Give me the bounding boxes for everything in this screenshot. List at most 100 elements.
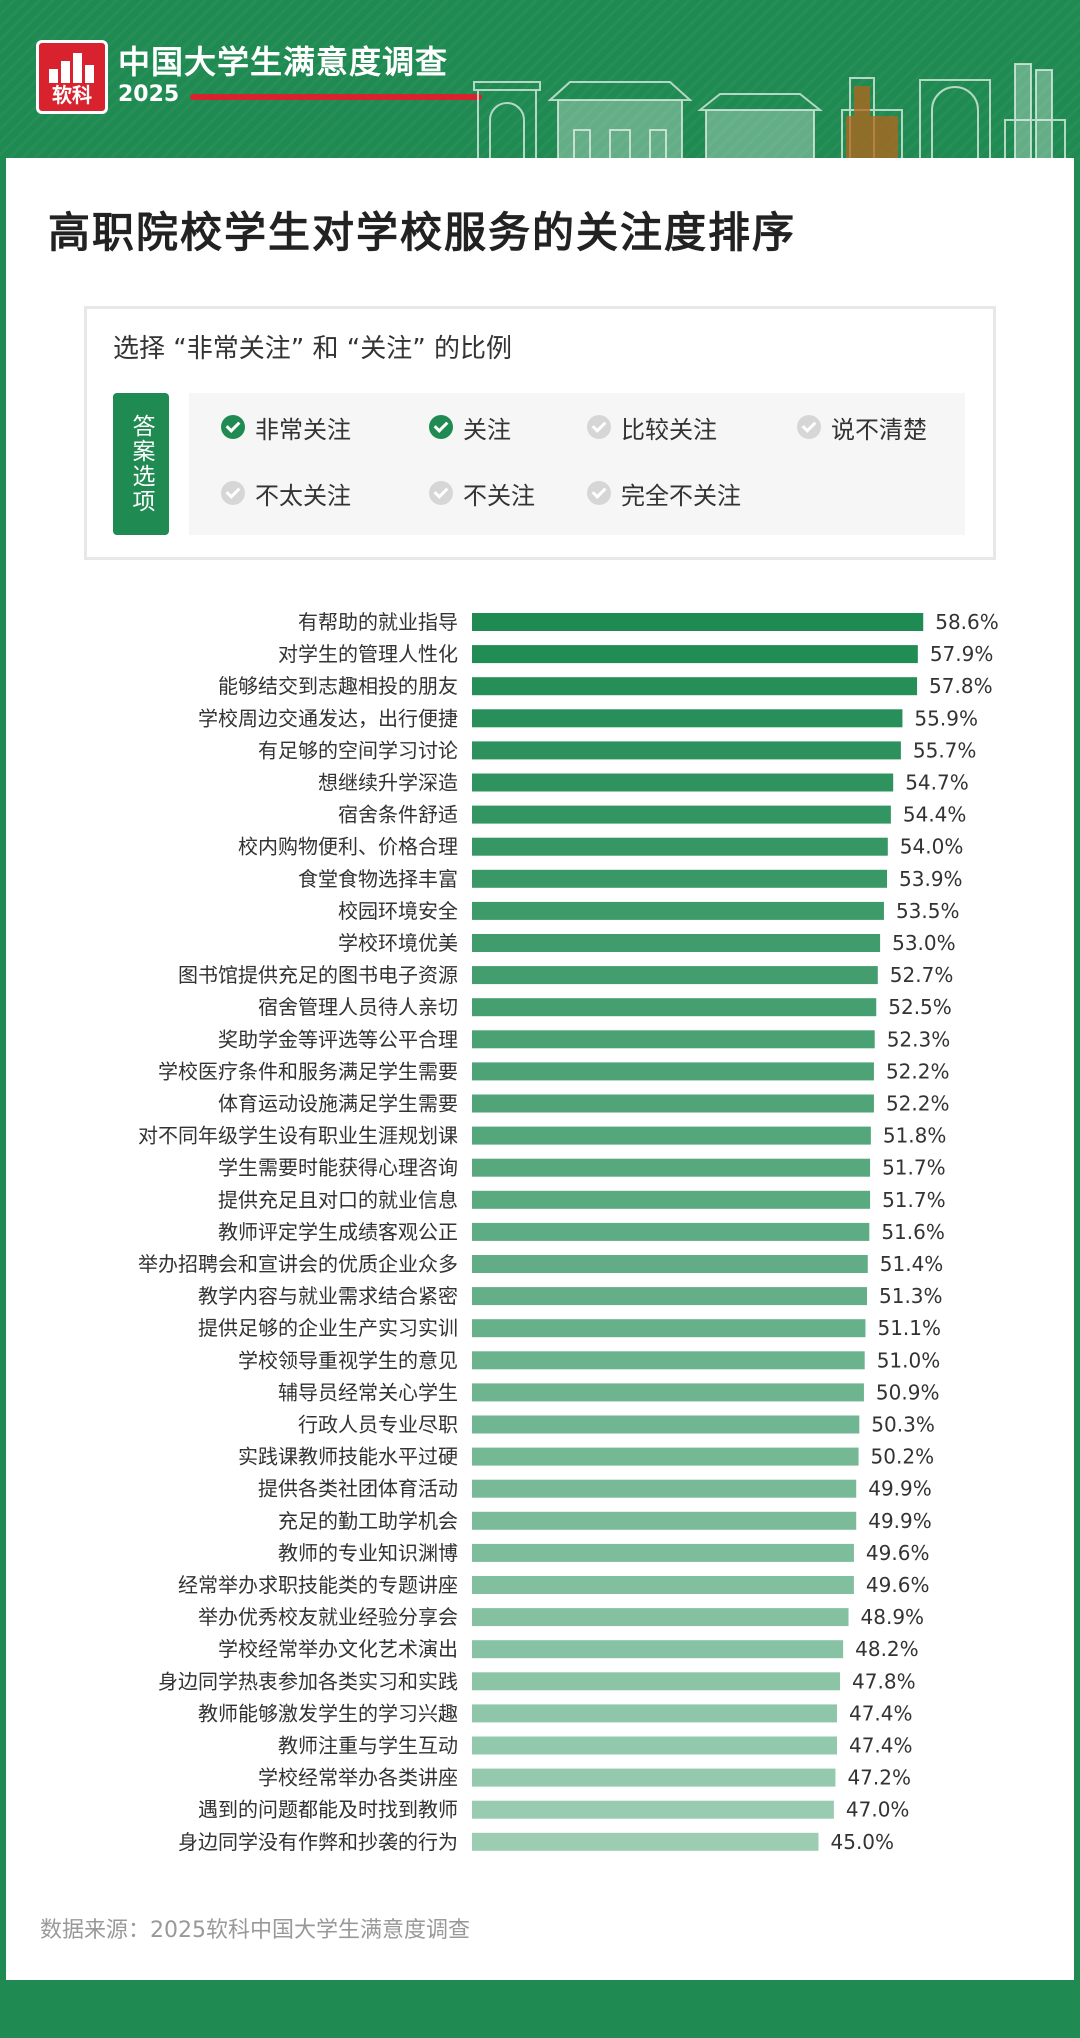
answer-options-panel: 非常关注 关注 比较关注 说不清楚 不太关注 不关注 完全不关注 (189, 393, 965, 535)
category-label: 教学内容与就业需求结合紧密 (198, 1284, 458, 1308)
category-label: 学生需要时能获得心理咨询 (218, 1156, 458, 1180)
category-label: 行政人员专业尽职 (298, 1413, 458, 1437)
category-label: 体育运动设施满足学生需要 (218, 1092, 458, 1116)
option-not-concerned: 不关注 (429, 475, 535, 511)
bar (472, 966, 878, 985)
content-card: 高职院校学生对学校服务的关注度排序 选择 “非常关注” 和 “关注” 的比例 答… (6, 158, 1074, 1980)
bar (472, 805, 891, 824)
value-label: 51.0% (877, 1348, 941, 1372)
bar (472, 1511, 857, 1530)
bar (472, 1319, 866, 1338)
category-label: 教师能够激发学生的学习兴趣 (198, 1701, 458, 1725)
value-label: 49.9% (868, 1477, 932, 1501)
category-label: 举办优秀校友就业经验分享会 (198, 1605, 458, 1629)
bar (472, 1030, 875, 1049)
bar (472, 1543, 854, 1562)
attention-bar-chart: 有帮助的就业指导 58.6% 对学生的管理人性化 57.9% 能够结交到志趣相投的朋友 5… (138, 610, 999, 1854)
legend-caption: 选择 “非常关注” 和 “关注” 的比例 (113, 334, 512, 364)
category-label: 食堂食物选择丰富 (298, 867, 458, 891)
bar (472, 1479, 857, 1498)
bar (472, 1255, 868, 1273)
value-label: 50.9% (876, 1380, 940, 1404)
value-label: 53.0% (892, 931, 956, 955)
category-label: 充足的勤工助学机会 (278, 1509, 458, 1533)
category-label: 教师注重与学生互动 (278, 1734, 458, 1758)
header-pattern (0, 0, 1080, 160)
value-label: 51.6% (881, 1220, 945, 1244)
category-label: 学校经常举办文化艺术演出 (218, 1637, 458, 1661)
value-label: 51.7% (882, 1156, 946, 1180)
value-label: 51.1% (877, 1316, 941, 1340)
category-label: 学校周边交通发达，出行便捷 (198, 706, 458, 730)
option-somewhat-concerned: 比较关注 (587, 409, 717, 445)
category-label: 宿舍条件舒适 (338, 803, 458, 827)
value-label: 57.9% (930, 642, 994, 666)
answer-legend-box: 选择 “非常关注” 和 “关注” 的比例 答案选项 非常关注 关注 比较关注 说… (84, 306, 996, 560)
bar (472, 1415, 860, 1434)
value-label: 47.8% (852, 1669, 916, 1693)
value-label: 51.4% (880, 1252, 944, 1276)
bar (472, 709, 903, 728)
option-not-sure: 说不清楚 (797, 409, 927, 445)
category-label: 想继续升学深造 (318, 771, 458, 795)
bar (472, 1351, 865, 1370)
option-very-concerned: 非常关注 (221, 409, 351, 445)
bar (472, 741, 901, 760)
bar (472, 1640, 844, 1659)
category-label: 提供充足且对口的就业信息 (218, 1188, 458, 1212)
check-circle-icon (797, 415, 821, 439)
bar (472, 901, 884, 920)
value-label: 48.2% (855, 1637, 919, 1661)
brand-logo: 软科 (36, 40, 108, 114)
check-circle-icon (587, 415, 611, 439)
category-label: 宿舍管理人员待人亲切 (258, 995, 458, 1019)
value-label: 58.6% (935, 610, 999, 634)
brand-underline (190, 94, 482, 100)
category-label: 有足够的空间学习讨论 (258, 738, 458, 762)
value-label: 51.8% (883, 1124, 947, 1148)
bar (472, 773, 894, 792)
bar (472, 1768, 836, 1787)
bar (472, 1447, 859, 1466)
value-label: 55.9% (914, 706, 978, 730)
value-label: 51.7% (882, 1188, 946, 1212)
category-label: 校内购物便利、价格合理 (238, 835, 458, 859)
bar (472, 613, 924, 631)
check-circle-icon (429, 481, 453, 505)
bar (472, 1832, 819, 1851)
bar (472, 1287, 868, 1306)
category-label: 遇到的问题都能及时找到教师 (198, 1798, 458, 1822)
value-label: 51.3% (879, 1284, 943, 1308)
category-label: 提供各类社团体育活动 (258, 1477, 458, 1501)
value-label: 53.9% (899, 867, 963, 891)
value-label: 48.9% (861, 1605, 925, 1629)
data-source-note: 数据来源：2025软科中国大学生满意度调查 (40, 1918, 470, 1943)
value-label: 52.2% (886, 1059, 950, 1083)
category-label: 实践课教师技能水平过硬 (238, 1445, 458, 1469)
value-label: 47.4% (849, 1701, 913, 1725)
value-label: 52.7% (890, 963, 954, 987)
category-label: 学校领导重视学生的意见 (238, 1348, 458, 1372)
bar (472, 837, 888, 856)
category-label: 提供足够的企业生产实习实训 (198, 1316, 458, 1340)
value-label: 47.0% (846, 1798, 910, 1822)
category-label: 奖助学金等评选等公平合理 (218, 1027, 458, 1051)
brand-year: 2025 (118, 82, 180, 107)
value-label: 53.5% (896, 899, 960, 923)
category-label: 学校医疗条件和服务满足学生需要 (158, 1059, 458, 1083)
value-label: 49.9% (868, 1509, 932, 1533)
category-label: 能够结交到志趣相投的朋友 (218, 674, 458, 698)
bar (472, 1736, 837, 1755)
bar (472, 677, 918, 696)
bar (472, 1094, 874, 1113)
logo-bars-icon (49, 53, 99, 83)
bar (472, 934, 881, 952)
value-label: 45.0% (831, 1830, 895, 1854)
category-label: 举办招聘会和宣讲会的优质企业众多 (138, 1252, 458, 1276)
category-label: 教师的专业知识渊博 (278, 1541, 458, 1565)
value-label: 52.2% (886, 1092, 950, 1116)
bar (472, 1576, 854, 1594)
category-label: 对不同年级学生设有职业生涯规划课 (138, 1124, 458, 1148)
category-label: 学校经常举办各类讲座 (258, 1766, 458, 1790)
check-circle-icon (221, 415, 245, 439)
